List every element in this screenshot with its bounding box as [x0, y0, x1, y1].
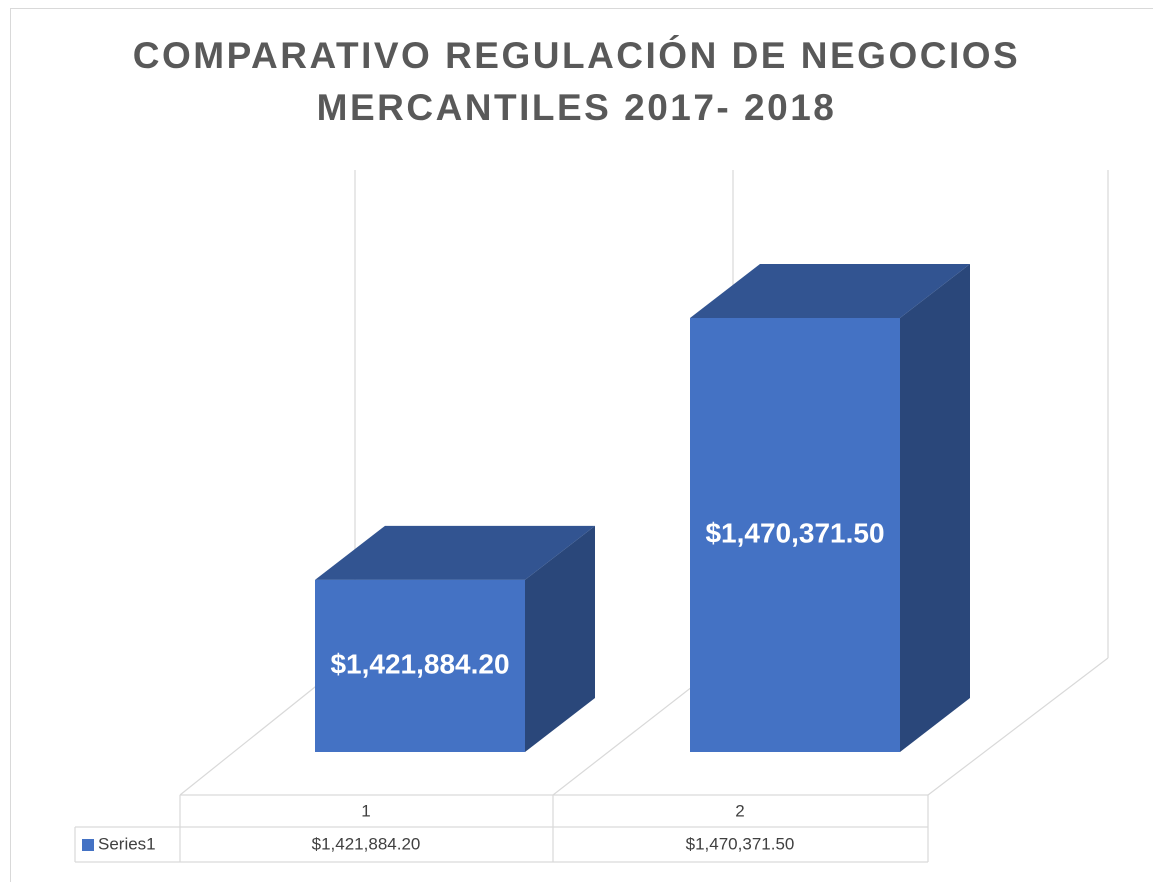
bar-top	[690, 263, 970, 318]
bar-side	[525, 525, 595, 752]
legend-key	[82, 839, 94, 851]
chart-border	[10, 8, 1153, 882]
data-label: $1,470,371.50	[705, 517, 884, 548]
bar	[315, 579, 525, 752]
bar-top	[315, 525, 595, 580]
table-value: $1,470,371.50	[686, 834, 795, 853]
legend-label: Series1	[98, 834, 156, 853]
floor-line	[927, 657, 1109, 796]
data-label: $1,421,884.20	[330, 648, 509, 679]
bar	[690, 317, 900, 752]
table-value: $1,421,884.20	[312, 834, 421, 853]
bar-side	[900, 263, 970, 752]
chart-title: COMPARATIVO REGULACIÓN DE NEGOCIOS MERCA…	[132, 35, 1021, 128]
x-tick-label: 1	[361, 801, 370, 820]
x-tick-label: 2	[735, 801, 744, 820]
